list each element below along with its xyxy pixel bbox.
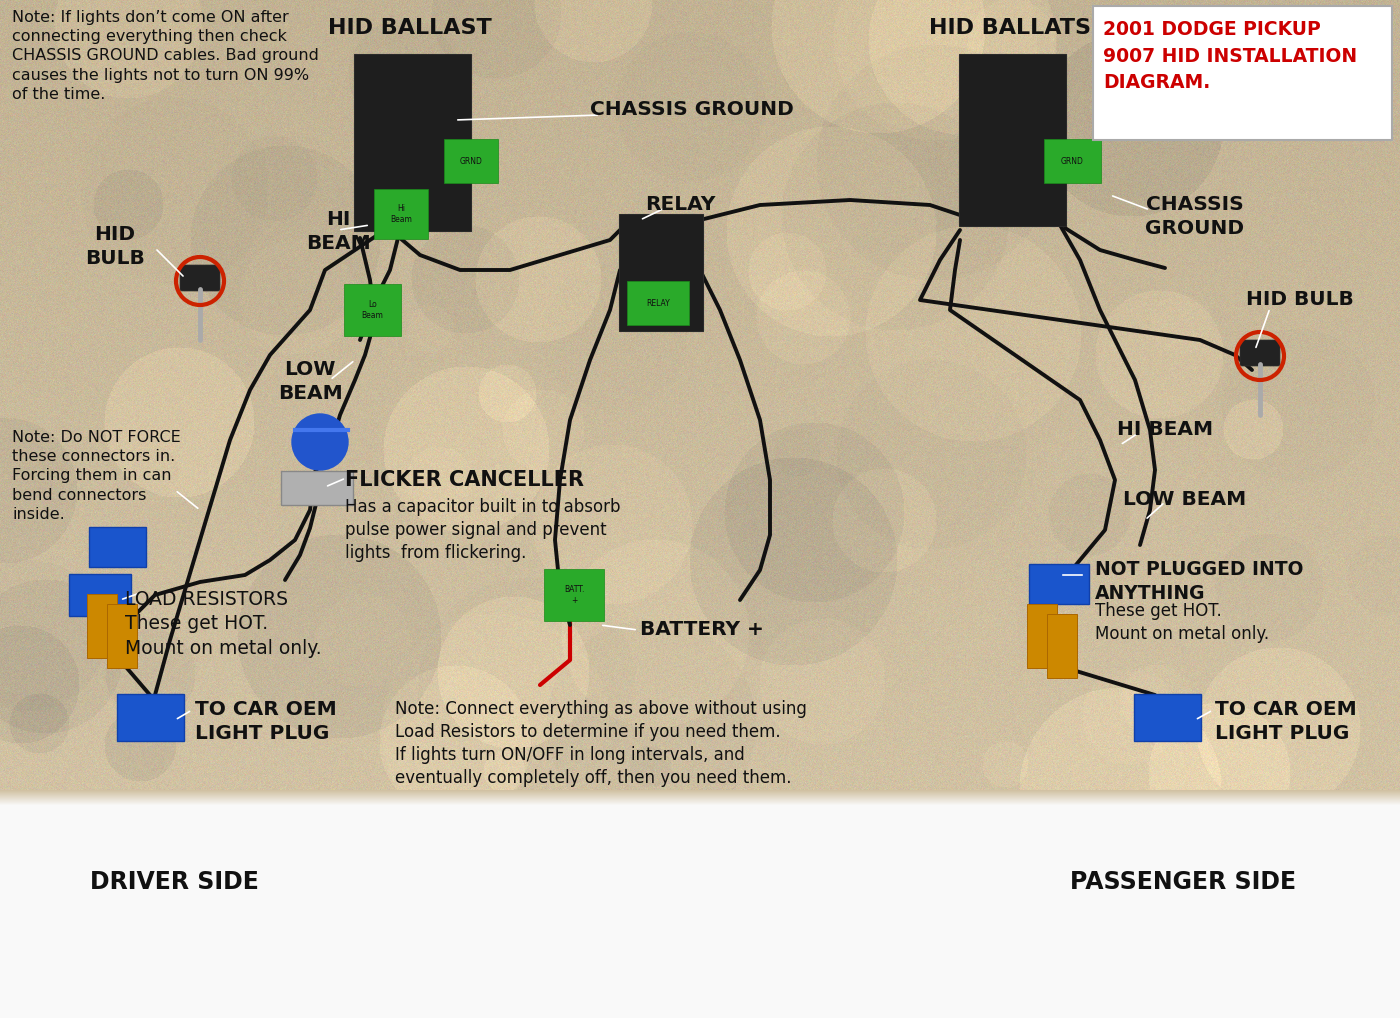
Text: Has a capacitor built in to absorb
pulse power signal and prevent
lights  from f: Has a capacitor built in to absorb pulse… bbox=[344, 498, 620, 562]
Text: FLICKER CANCELLER: FLICKER CANCELLER bbox=[344, 470, 584, 490]
FancyBboxPatch shape bbox=[344, 284, 400, 336]
Text: LOW BEAM: LOW BEAM bbox=[1123, 490, 1246, 509]
Text: HID
BULB: HID BULB bbox=[85, 225, 144, 269]
Text: BATTERY +: BATTERY + bbox=[640, 620, 764, 639]
Text: HID BALLATS: HID BALLATS bbox=[930, 18, 1091, 38]
FancyBboxPatch shape bbox=[1093, 6, 1392, 140]
Text: CHASSIS GROUND: CHASSIS GROUND bbox=[589, 100, 794, 119]
Text: Hi
Beam: Hi Beam bbox=[391, 205, 412, 224]
Text: NOT PLUGGED INTO
ANYTHING: NOT PLUGGED INTO ANYTHING bbox=[1095, 560, 1303, 604]
FancyBboxPatch shape bbox=[90, 527, 146, 567]
FancyBboxPatch shape bbox=[181, 265, 220, 291]
FancyBboxPatch shape bbox=[444, 139, 498, 183]
Text: Note: Do NOT FORCE
these connectors in.
Forcing them in can
bend connectors
insi: Note: Do NOT FORCE these connectors in. … bbox=[13, 430, 181, 522]
Text: HID BALLAST: HID BALLAST bbox=[328, 18, 491, 38]
FancyBboxPatch shape bbox=[69, 574, 132, 616]
Circle shape bbox=[293, 414, 349, 470]
Text: HID BULB: HID BULB bbox=[1246, 290, 1354, 309]
FancyBboxPatch shape bbox=[545, 569, 603, 621]
Text: TO CAR OEM
LIGHT PLUG: TO CAR OEM LIGHT PLUG bbox=[1215, 700, 1357, 743]
Text: TO CAR OEM
LIGHT PLUG: TO CAR OEM LIGHT PLUG bbox=[195, 700, 337, 743]
Text: RELAY: RELAY bbox=[647, 298, 669, 307]
FancyBboxPatch shape bbox=[1134, 694, 1201, 741]
FancyBboxPatch shape bbox=[1028, 604, 1057, 668]
Text: GRND: GRND bbox=[1061, 157, 1084, 166]
FancyBboxPatch shape bbox=[959, 54, 1065, 226]
Text: Lo
Beam: Lo Beam bbox=[361, 300, 384, 320]
FancyBboxPatch shape bbox=[1029, 564, 1089, 604]
Text: DRIVER SIDE: DRIVER SIDE bbox=[90, 870, 259, 894]
FancyBboxPatch shape bbox=[627, 281, 689, 325]
Text: RELAY: RELAY bbox=[645, 195, 715, 214]
FancyBboxPatch shape bbox=[1044, 139, 1100, 183]
Text: LOW
BEAM: LOW BEAM bbox=[277, 360, 343, 403]
Text: CHASSIS
GROUND: CHASSIS GROUND bbox=[1145, 195, 1245, 238]
Text: 2001 DODGE PICKUP
9007 HID INSTALLATION
DIAGRAM.: 2001 DODGE PICKUP 9007 HID INSTALLATION … bbox=[1103, 20, 1357, 92]
Text: HI BEAM: HI BEAM bbox=[1117, 420, 1212, 439]
Text: HI
BEAM: HI BEAM bbox=[305, 210, 371, 253]
FancyBboxPatch shape bbox=[1047, 614, 1077, 678]
Text: BATT.
+: BATT. + bbox=[564, 585, 584, 605]
Text: These get HOT.
Mount on metal only.: These get HOT. Mount on metal only. bbox=[1095, 602, 1270, 643]
FancyBboxPatch shape bbox=[619, 214, 703, 331]
FancyBboxPatch shape bbox=[281, 471, 353, 505]
Text: Note: If lights don’t come ON after
connecting everything then check
CHASSIS GRO: Note: If lights don’t come ON after conn… bbox=[13, 10, 319, 102]
Text: Note: Connect everything as above without using
Load Resistors to determine if y: Note: Connect everything as above withou… bbox=[395, 700, 806, 787]
FancyBboxPatch shape bbox=[354, 54, 470, 231]
FancyBboxPatch shape bbox=[106, 604, 137, 668]
Text: PASSENGER SIDE: PASSENGER SIDE bbox=[1070, 870, 1296, 894]
FancyBboxPatch shape bbox=[374, 189, 428, 239]
Text: LOAD RESISTORS
These get HOT.
Mount on metal only.: LOAD RESISTORS These get HOT. Mount on m… bbox=[125, 590, 322, 658]
Text: GRND: GRND bbox=[459, 157, 483, 166]
FancyBboxPatch shape bbox=[118, 694, 183, 741]
FancyBboxPatch shape bbox=[87, 593, 118, 658]
FancyBboxPatch shape bbox=[1240, 340, 1280, 366]
